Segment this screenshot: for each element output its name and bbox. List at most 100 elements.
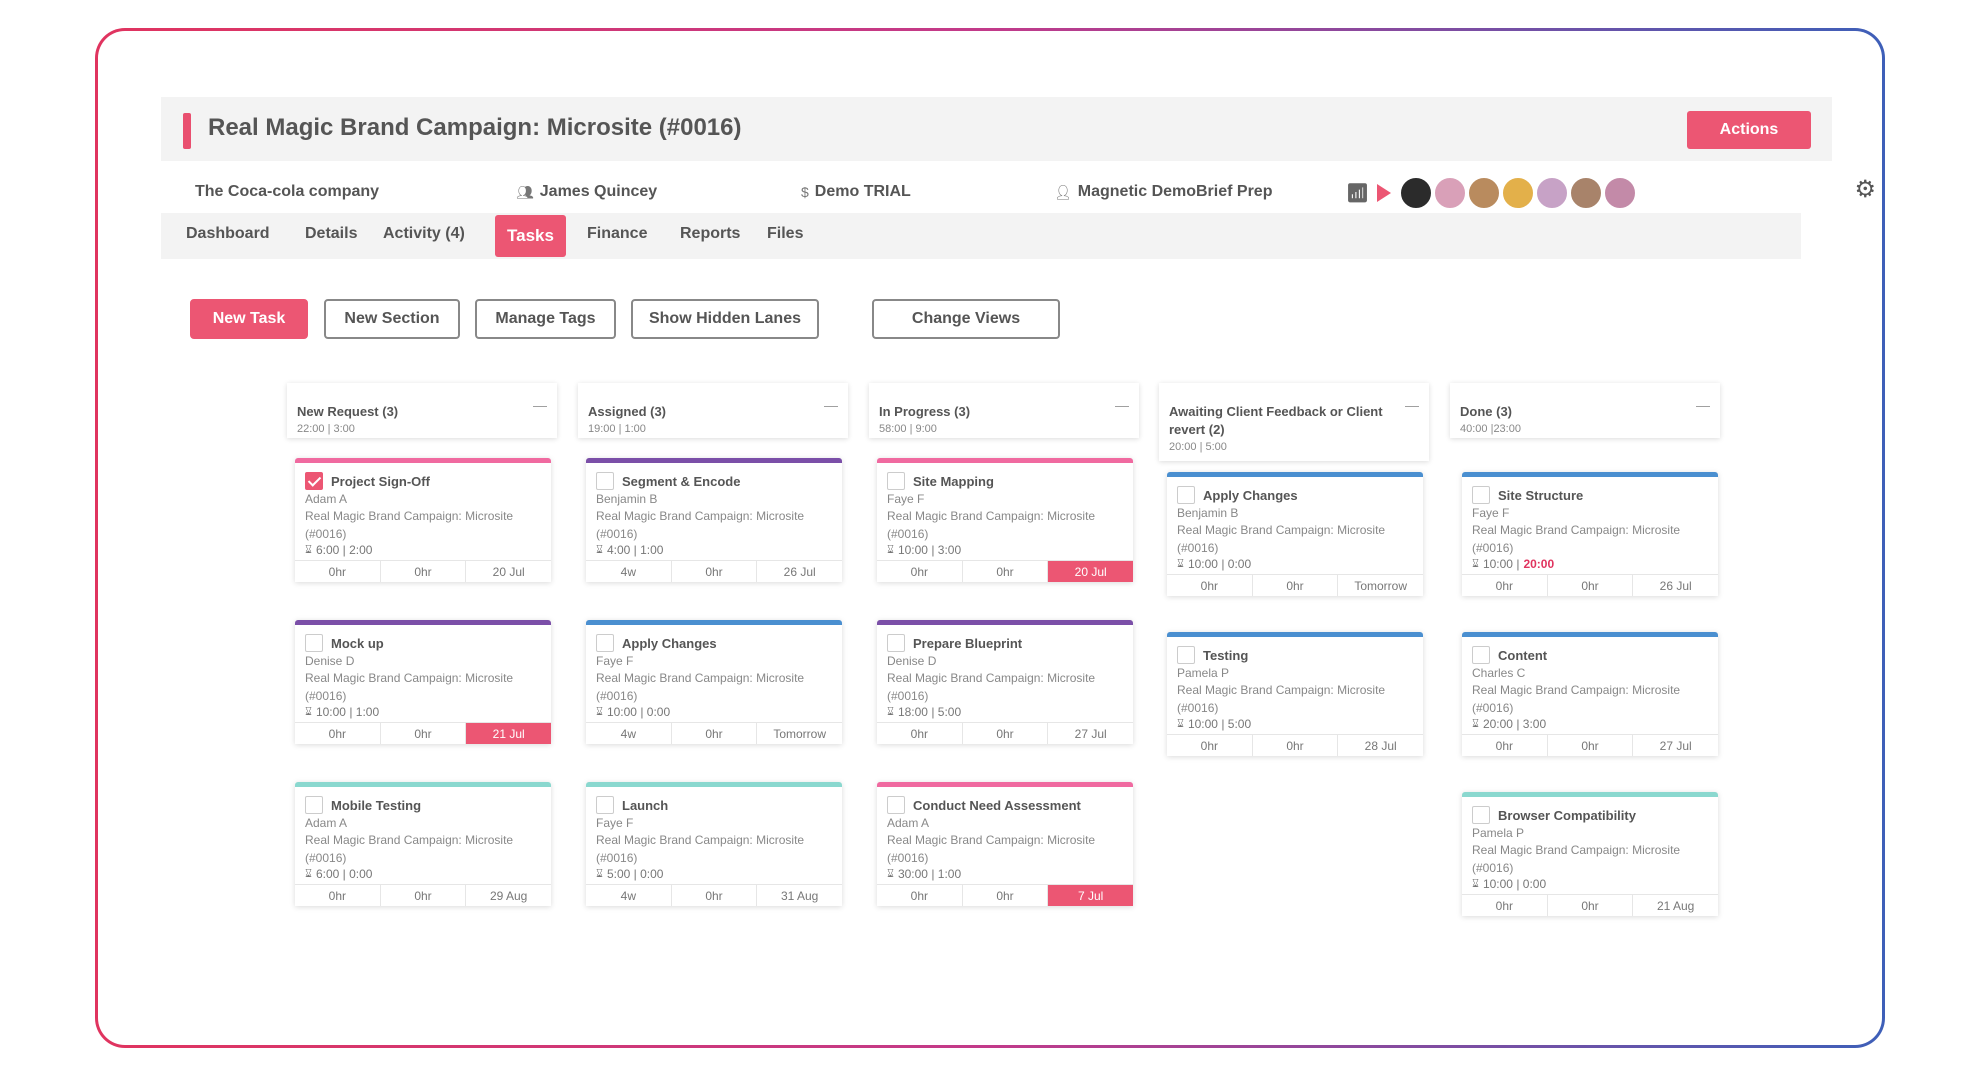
collapse-lane-icon[interactable]: — — [1696, 397, 1710, 413]
estimate-cell[interactable]: 0hr — [1462, 735, 1548, 756]
task-checkbox[interactable] — [887, 796, 905, 814]
due-date-cell[interactable]: 26 Jul — [783, 565, 816, 579]
gear-icon[interactable]: ⚙ — [1854, 176, 1876, 203]
task-checkbox[interactable] — [887, 634, 905, 652]
owner-info[interactable]: 👤︎ Magnetic Demo — [1054, 183, 1196, 201]
lane-header[interactable]: Done (3) 40:00 |23:00 — — [1450, 383, 1720, 438]
due-date-cell[interactable]: Tomorrow — [1354, 579, 1408, 593]
task-checkbox[interactable] — [1472, 486, 1490, 504]
estimate-cell[interactable]: 4w — [586, 885, 672, 906]
estimate-cell[interactable]: 0hr — [1167, 735, 1253, 756]
due-date-cell[interactable]: 20 Jul — [1048, 561, 1134, 582]
task-card[interactable]: Mock up Denise D Real Magic Brand Campaign… — [295, 620, 552, 744]
avatar[interactable] — [1466, 176, 1501, 210]
logged-cell[interactable]: 0hr — [1548, 575, 1634, 596]
avatar[interactable] — [1500, 176, 1535, 210]
tab-details[interactable]: Details — [305, 225, 358, 242]
task-card[interactable]: Project Sign-Off Adam A Real Magic Brand C… — [295, 458, 551, 582]
task-card[interactable]: Site Structure Faye F Real Magic Brand Cam… — [1462, 472, 1718, 596]
estimate-cell[interactable]: 0hr — [295, 723, 381, 744]
lane-header[interactable]: In Progress (3) 58:00 | 9:00 — — [869, 383, 1139, 438]
avatar[interactable] — [1398, 176, 1433, 210]
tab-tasks[interactable]: Tasks — [495, 215, 566, 257]
task-card[interactable]: Apply Changes Benjamin B Real Magic Brand … — [1167, 472, 1423, 596]
estimate-cell[interactable]: 0hr — [1462, 575, 1548, 596]
task-checkbox[interactable] — [1472, 806, 1490, 824]
task-checkbox[interactable] — [596, 796, 614, 814]
logged-cell[interactable]: 0hr — [672, 723, 758, 744]
task-checkbox[interactable] — [305, 796, 323, 814]
task-card[interactable]: Apply Changes Faye F Real Magic Brand Camp… — [586, 620, 842, 744]
lane-header[interactable]: New Request (3) 22:00 | 3:00 — — [287, 383, 557, 438]
due-date-cell[interactable]: 27 Jul — [1074, 727, 1107, 741]
stage-info[interactable]: Brief Prep — [1196, 183, 1272, 201]
tab-finance[interactable]: Finance — [587, 225, 648, 242]
task-card[interactable]: Prepare Blueprint Denise D Real Magic Bran… — [877, 620, 1133, 744]
play-icon[interactable] — [1376, 184, 1391, 202]
task-checkbox[interactable] — [1472, 646, 1490, 664]
logged-cell[interactable]: 0hr — [963, 723, 1049, 744]
tab-activity[interactable]: Activity (4) — [383, 225, 465, 242]
plan-info[interactable]: $ Demo TRIAL — [801, 183, 911, 201]
tab-files[interactable]: Files — [767, 225, 804, 242]
estimate-cell[interactable]: 4w — [586, 561, 672, 582]
avatar[interactable] — [1432, 176, 1467, 210]
due-date-cell[interactable]: 29 Aug — [489, 889, 528, 903]
task-checkbox[interactable] — [596, 634, 614, 652]
lane-header[interactable]: Assigned (3) 19:00 | 1:00 — — [578, 383, 848, 438]
task-card[interactable]: Content Charles C Real Magic Brand Campaig… — [1462, 632, 1718, 756]
logged-cell[interactable]: 0hr — [1253, 735, 1339, 756]
logged-cell[interactable]: 0hr — [1253, 575, 1339, 596]
logged-cell[interactable]: 0hr — [1548, 735, 1634, 756]
task-card[interactable]: Conduct Need Assessment Adam A Real Magic … — [877, 782, 1134, 906]
collapse-lane-icon[interactable]: — — [1115, 397, 1129, 413]
manage-tags-button[interactable]: Manage Tags — [475, 299, 616, 339]
lane-header[interactable]: Awaiting Client Feedback or Client rever… — [1159, 383, 1429, 461]
logged-cell[interactable]: 0hr — [963, 561, 1049, 582]
collapse-lane-icon[interactable]: — — [1405, 397, 1419, 413]
task-checkbox[interactable] — [305, 634, 323, 652]
logged-cell[interactable]: 0hr — [672, 885, 758, 906]
avatar[interactable] — [1568, 176, 1603, 210]
estimate-cell[interactable]: 0hr — [1462, 895, 1548, 916]
due-date-cell[interactable]: Tomorrow — [773, 727, 827, 741]
due-date-cell[interactable]: 27 Jul — [1659, 739, 1692, 753]
estimate-cell[interactable]: 0hr — [877, 723, 963, 744]
change-views-button[interactable]: Change Views — [872, 299, 1060, 339]
due-date-cell[interactable]: 7 Jul — [1048, 885, 1134, 906]
logged-cell[interactable]: 0hr — [381, 561, 467, 582]
task-card[interactable]: Browser Compatibility Pamela P Real Magic … — [1462, 792, 1718, 916]
due-date-cell[interactable]: 21 Aug — [1656, 899, 1695, 913]
due-date-cell[interactable]: 21 Jul — [466, 723, 552, 744]
new-section-button[interactable]: New Section — [324, 299, 460, 339]
logged-cell[interactable]: 0hr — [672, 561, 758, 582]
tab-reports[interactable]: Reports — [680, 225, 741, 242]
due-date-cell[interactable]: 20 Jul — [492, 565, 525, 579]
task-checkbox[interactable] — [887, 472, 905, 490]
estimate-cell[interactable]: 0hr — [877, 885, 963, 906]
show-hidden-lanes-button[interactable]: Show Hidden Lanes — [631, 299, 819, 339]
logged-cell[interactable]: 0hr — [963, 885, 1049, 906]
collapse-lane-icon[interactable]: — — [533, 397, 547, 413]
tab-dashboard[interactable]: Dashboard — [186, 225, 270, 242]
new-task-button[interactable]: New Task — [190, 299, 308, 339]
avatar[interactable] — [1534, 176, 1569, 210]
actions-button[interactable]: Actions — [1687, 111, 1811, 149]
avatar[interactable] — [1602, 176, 1637, 210]
task-checkbox[interactable] — [596, 472, 614, 490]
task-card[interactable]: Testing Pamela P Real Magic Brand Campaign… — [1167, 632, 1423, 756]
collapse-lane-icon[interactable]: — — [824, 397, 838, 413]
company-name[interactable]: The Coca-cola company — [195, 183, 379, 201]
logged-cell[interactable]: 0hr — [381, 723, 467, 744]
estimate-cell[interactable]: 0hr — [1167, 575, 1253, 596]
task-checkbox[interactable] — [1177, 646, 1195, 664]
task-checkbox[interactable] — [1177, 486, 1195, 504]
due-date-cell[interactable]: 31 Aug — [780, 889, 819, 903]
logged-cell[interactable]: 0hr — [1548, 895, 1634, 916]
task-card[interactable]: Launch Faye F Real Magic Brand Campaign: M… — [586, 782, 842, 906]
task-card[interactable]: Segment & Encode Benjamin B Real Magic Bra… — [586, 458, 842, 582]
due-date-cell[interactable]: 28 Jul — [1364, 739, 1397, 753]
estimate-cell[interactable]: 0hr — [877, 561, 963, 582]
task-card[interactable]: Mobile Testing Adam A Real Magic Brand Cam… — [295, 782, 551, 906]
task-checkbox[interactable] — [305, 472, 323, 490]
